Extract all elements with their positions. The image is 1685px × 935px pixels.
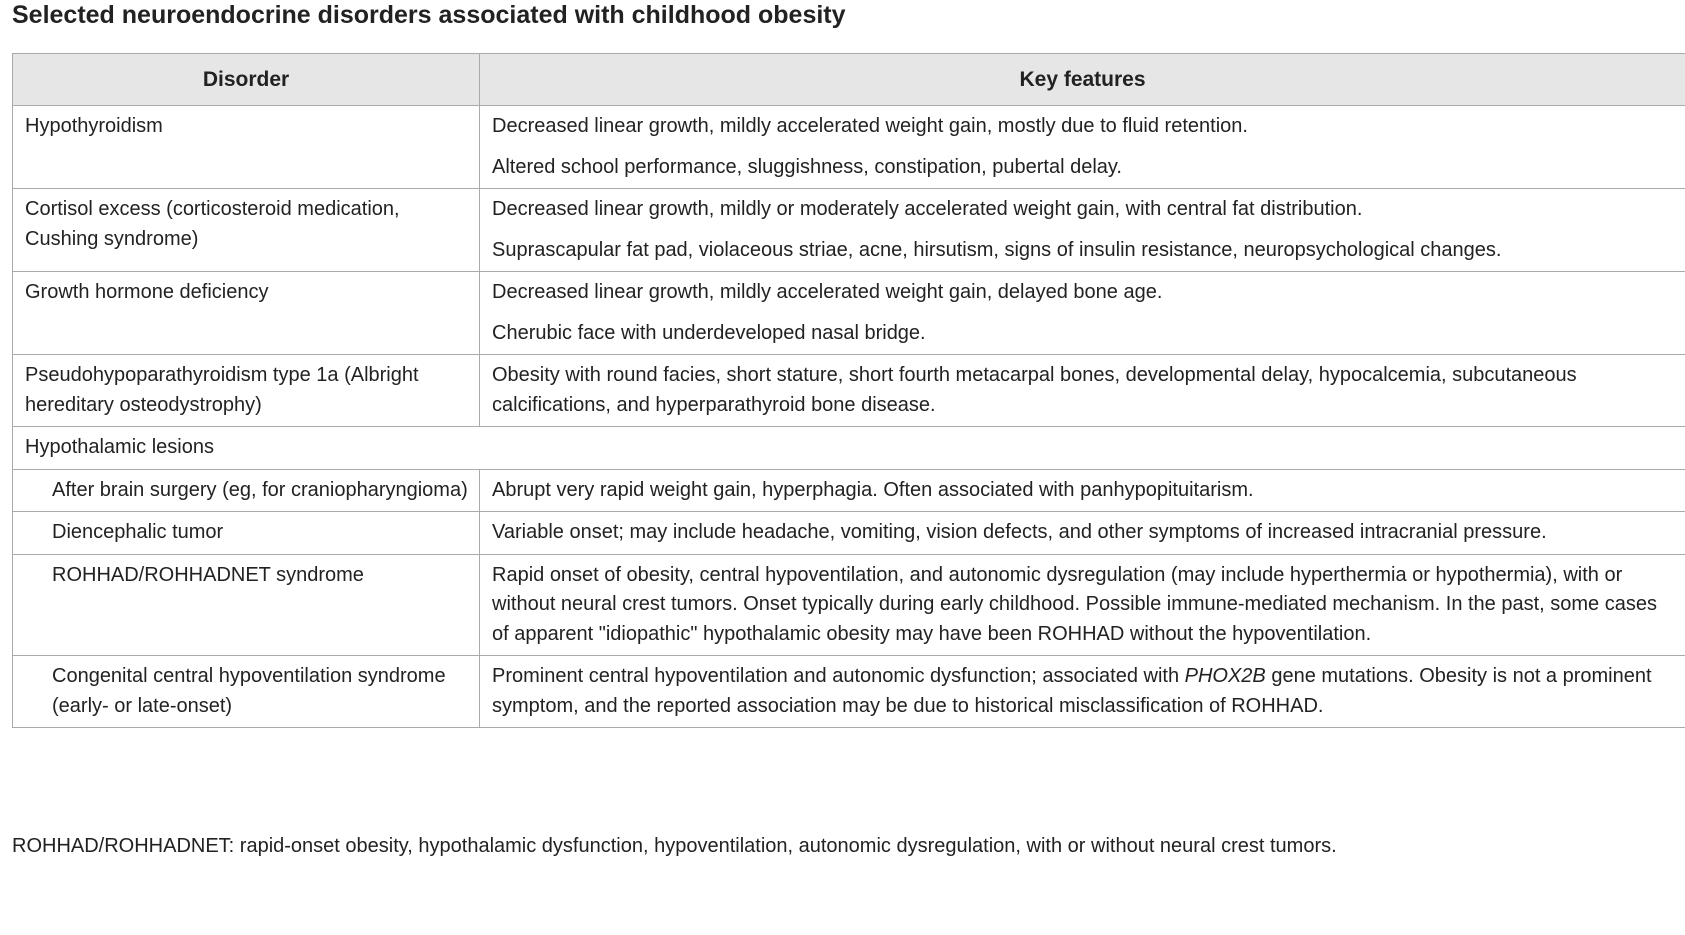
feature-paragraph: Suprascapular fat pad, violaceous striae… xyxy=(492,238,1502,261)
feature-paragraph: Decreased linear growth, mildly or moder… xyxy=(492,198,1363,220)
features-cell: Abrupt very rapid weight gain, hyperphag… xyxy=(479,468,1685,512)
table-sub-row: Congenital central hypoventilation syndr… xyxy=(12,655,1685,728)
disorder-cell: Hypothyroidism xyxy=(12,105,480,189)
disorder-cell: Congenital central hypoventilation syndr… xyxy=(12,655,480,728)
table-header-row: Disorder Key features xyxy=(12,53,1685,106)
disorder-cell: Diencephalic tumor xyxy=(12,511,480,555)
table-sub-row: ROHHAD/ROHHADNET syndrome Rapid onset of… xyxy=(12,553,1685,656)
feature-paragraph: Cherubic face with underdeveloped nasal … xyxy=(492,321,926,344)
disorders-table: Disorder Key features Hypothyroidism Dec… xyxy=(12,53,1685,728)
features-text: gene mutations. Obesity is not a promine… xyxy=(492,665,1652,717)
feature-paragraph: Obesity with round facies, short stature… xyxy=(492,364,1577,416)
group-label-hypothalamic-lesions: Hypothalamic lesions xyxy=(12,426,1685,470)
disorder-cell: Pseudohypoparathyroidism type 1a (Albrig… xyxy=(12,354,480,427)
features-cell: Prominent central hypoventilation and au… xyxy=(479,655,1685,728)
disorder-cell: ROHHAD/ROHHADNET syndrome xyxy=(12,553,480,656)
table-sub-row: Diencephalic tumor Variable onset; may i… xyxy=(12,511,1685,555)
disorder-cell: Cortisol excess (corticosteroid medicati… xyxy=(12,188,480,272)
feature-paragraph: Altered school performance, sluggishness… xyxy=(492,155,1122,178)
column-header-key-features: Key features xyxy=(479,53,1685,106)
gene-name: PHOX2B xyxy=(1184,665,1266,687)
table-row: Cortisol excess (corticosteroid medicati… xyxy=(12,188,1685,272)
table-row: Pseudohypoparathyroidism type 1a (Albrig… xyxy=(12,354,1685,427)
features-cell: Rapid onset of obesity, central hypovent… xyxy=(479,553,1685,656)
features-cell: Obesity with round facies, short stature… xyxy=(479,354,1685,427)
disorder-cell: After brain surgery (eg, for craniophary… xyxy=(12,468,480,512)
table-row: Hypothyroidism Decreased linear growth, … xyxy=(12,105,1685,189)
features-cell: Decreased linear growth, mildly accelera… xyxy=(479,271,1685,355)
feature-paragraph: Decreased linear growth, mildly accelera… xyxy=(492,281,1163,303)
table-row: Growth hormone deficiency Decreased line… xyxy=(12,271,1685,355)
table-sub-row: After brain surgery (eg, for craniophary… xyxy=(12,468,1685,512)
features-cell: Decreased linear growth, mildly accelera… xyxy=(479,105,1685,189)
features-text: Prominent central hypoventilation and au… xyxy=(492,665,1185,687)
features-cell: Variable onset; may include headache, vo… xyxy=(479,511,1685,555)
column-header-disorder: Disorder xyxy=(12,53,480,106)
disorder-cell: Growth hormone deficiency xyxy=(12,271,480,355)
features-cell: Decreased linear growth, mildly or moder… xyxy=(479,188,1685,272)
footnote: ROHHAD/ROHHADNET: rapid-onset obesity, h… xyxy=(12,835,1337,857)
feature-paragraph: Decreased linear growth, mildly accelera… xyxy=(492,115,1248,137)
table-group-row: Hypothalamic lesions xyxy=(12,426,1685,470)
page-title: Selected neuroendocrine disorders associ… xyxy=(12,1,846,29)
